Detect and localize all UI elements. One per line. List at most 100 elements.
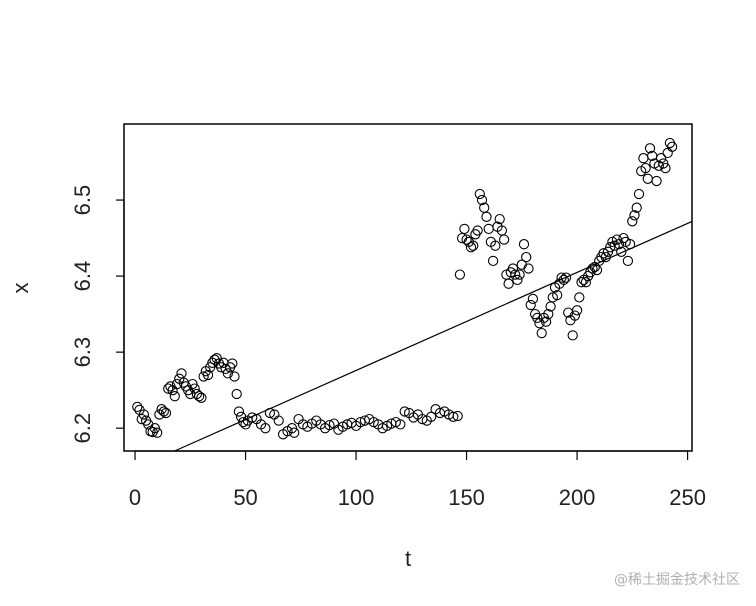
trend-line: [174, 220, 693, 452]
data-point: [587, 263, 598, 274]
y-tick-label: 6.2: [70, 413, 95, 444]
y-tick-label: 6.4: [70, 261, 95, 292]
data-point: [189, 383, 200, 394]
data-point: [660, 162, 671, 174]
data-point: [461, 234, 472, 245]
y-tick-label: 6.3: [70, 337, 95, 368]
data-point: [260, 423, 271, 434]
x-tick-label: 0: [129, 485, 141, 510]
data-point: [609, 240, 620, 251]
data-point: [536, 327, 547, 339]
plot-border: [123, 123, 693, 452]
data-point: [355, 416, 366, 428]
data-point: [602, 246, 614, 257]
x-tick-label: 200: [559, 485, 596, 510]
data-point: [222, 368, 234, 379]
data-point: [483, 223, 494, 235]
data-point: [395, 419, 406, 430]
data-point: [532, 312, 543, 324]
data-point: [580, 277, 592, 288]
data-point: [247, 412, 258, 423]
data-point: [627, 216, 638, 227]
data-point: [193, 391, 205, 402]
data-point: [651, 175, 662, 187]
data-point: [552, 289, 563, 301]
y-axis-title: x: [8, 283, 33, 294]
data-point: [510, 269, 521, 280]
data-point: [622, 255, 634, 267]
data-point: [481, 211, 492, 222]
data-point: [233, 406, 245, 417]
data-point: [160, 407, 172, 419]
data-point: [399, 406, 410, 417]
data-point: [138, 409, 150, 420]
data-point: [158, 406, 169, 417]
data-point: [273, 415, 284, 426]
data-point: [662, 147, 673, 159]
x-tick-label: 50: [233, 485, 257, 510]
x-tick-label: 100: [338, 485, 375, 510]
y-axis: 6.2 6.3 6.4 6.5: [70, 185, 125, 444]
y-tick-label: 6.5: [70, 185, 95, 216]
data-point: [633, 188, 645, 200]
data-point: [198, 371, 209, 382]
data-point: [569, 310, 581, 321]
data-point: [196, 392, 207, 403]
data-point: [452, 410, 463, 422]
data-point: [567, 330, 578, 341]
data-point: [169, 391, 180, 402]
watermark: @稀土掘金技术社区: [614, 572, 740, 588]
data-point: [543, 308, 554, 320]
data-point: [324, 419, 335, 431]
data-point: [472, 225, 483, 236]
data-point: [448, 411, 459, 422]
data-point: [468, 240, 479, 251]
data-point: [176, 368, 187, 379]
data-point: [163, 383, 174, 394]
data-point: [521, 251, 532, 263]
data-point: [474, 188, 485, 200]
data-point: [527, 293, 539, 305]
data-point: [289, 427, 300, 438]
data-point: [132, 401, 143, 413]
data-point: [514, 269, 525, 280]
x-tick-label: 150: [448, 485, 485, 510]
data-point: [571, 305, 583, 316]
x-tick-label: 250: [669, 485, 706, 510]
x-axis-title: t: [405, 546, 411, 571]
data-point: [525, 299, 536, 311]
data-point: [518, 239, 530, 250]
data-point: [490, 240, 501, 251]
data-point: [655, 153, 667, 164]
data-point: [487, 255, 499, 267]
data-point: [642, 173, 653, 184]
data-point: [605, 242, 616, 253]
data-point: [465, 242, 477, 253]
data-point: [523, 263, 534, 274]
data-point: [476, 194, 488, 206]
data-point: [227, 358, 238, 369]
data-point: [202, 369, 214, 381]
data-point: [507, 263, 519, 274]
data-point: [560, 272, 572, 283]
data-point: [629, 210, 640, 221]
data-point: [229, 371, 240, 382]
data-point: [231, 388, 242, 400]
data-point: [631, 202, 642, 213]
data-point: [512, 274, 523, 286]
data-point: [638, 153, 649, 164]
x-axis: 0 50 100 150 200 250: [129, 450, 706, 510]
data-point: [666, 141, 678, 152]
data-point: [658, 158, 669, 169]
data-point: [503, 278, 514, 289]
data-point: [426, 411, 437, 422]
data-point: [616, 246, 627, 257]
data-point: [498, 234, 510, 245]
data-point: [540, 316, 552, 327]
data-point: [494, 213, 505, 225]
data-point: [574, 292, 585, 303]
data-point: [640, 162, 651, 174]
data-point: [576, 277, 587, 288]
data-point: [152, 427, 163, 438]
data-point: [136, 413, 147, 425]
